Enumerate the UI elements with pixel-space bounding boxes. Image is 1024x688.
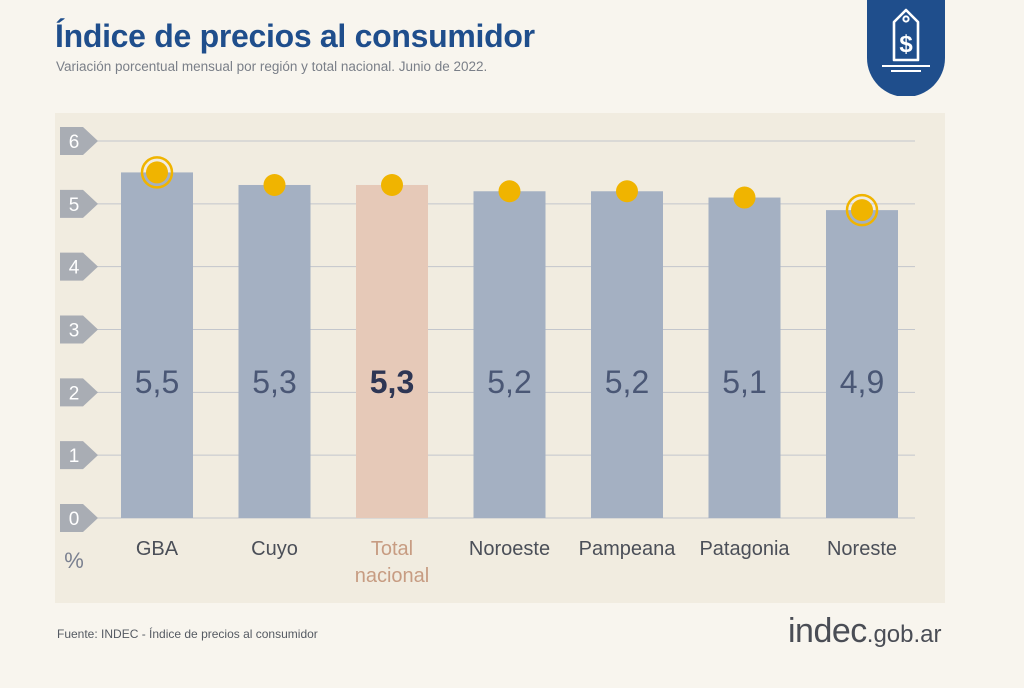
chart-subtitle: Variación porcentual mensual por región … <box>56 59 488 74</box>
x-category-label: GBA <box>136 538 179 560</box>
value-marker <box>498 180 521 203</box>
bar-value-label: 5,1 <box>722 364 766 400</box>
y-tick-badge <box>60 252 98 281</box>
y-tick-badge <box>60 315 98 344</box>
bar <box>121 172 193 518</box>
logo-main-text: indec <box>788 612 867 650</box>
y-tick-badge <box>60 504 98 532</box>
price-tag-dollar-icon: $ <box>867 0 945 96</box>
bar-value-label: 5,2 <box>487 364 531 400</box>
logo-suffix-text: .gob.ar <box>866 621 942 648</box>
value-marker <box>146 161 168 184</box>
value-marker <box>381 173 403 196</box>
y-tick-label: 6 <box>69 132 80 153</box>
bar-value-label: 5,3 <box>252 364 296 400</box>
y-tick-badge <box>60 441 98 470</box>
chart-title: Índice de precios al consumidor <box>55 18 535 54</box>
x-category-label: nacional <box>355 565 430 587</box>
x-category-label: Total <box>371 538 413 560</box>
y-tick-label: 4 <box>69 258 80 279</box>
y-unit-label: % <box>64 548 84 573</box>
source-note: Fuente: INDEC - Índice de precios al con… <box>57 627 318 641</box>
x-category-label: Noreste <box>827 538 897 560</box>
bar <box>708 197 781 519</box>
bar <box>238 184 311 518</box>
value-marker <box>263 173 286 196</box>
y-tick-label: 3 <box>69 321 80 342</box>
marker-ring <box>140 156 174 189</box>
y-tick-label: 0 <box>69 509 80 530</box>
x-category-label: Cuyo <box>251 538 298 560</box>
x-category-label: Pampeana <box>579 538 677 560</box>
bar-chart: 5,5 5,3 5,3 5,2 5,2 5,1 4,9 0 1 2 3 4 5 6 GBA Cuyo Tot… <box>60 127 915 587</box>
x-category-label: Patagonia <box>699 538 790 560</box>
marker-ring <box>845 193 879 227</box>
bar <box>591 191 663 518</box>
svg-text:$: $ <box>899 31 913 58</box>
indec-logo: indec.gob.ar <box>788 612 942 651</box>
value-marker <box>616 180 638 203</box>
value-marker <box>851 199 873 222</box>
bar-value-label: 5,3 <box>370 364 414 400</box>
value-marker <box>733 186 756 209</box>
bar-value-label: 4,9 <box>840 364 884 400</box>
y-tick-badge <box>60 127 98 155</box>
y-tick-badge <box>60 189 98 218</box>
y-tick-badge <box>60 378 98 407</box>
x-category-label: Noroeste <box>469 538 550 560</box>
chart-panel: 5,5 5,3 5,3 5,2 5,2 5,1 4,9 0 1 2 3 4 5 6 GBA Cuyo Tot… <box>55 113 945 603</box>
y-tick-label: 2 <box>69 383 80 404</box>
y-tick-label: 1 <box>69 446 80 467</box>
y-tick-label: 5 <box>69 195 80 216</box>
bar <box>826 210 898 518</box>
bar <box>473 191 546 518</box>
bar-value-label: 5,2 <box>605 364 649 400</box>
bar-value-label: 5,5 <box>135 364 179 400</box>
bar <box>356 184 428 518</box>
